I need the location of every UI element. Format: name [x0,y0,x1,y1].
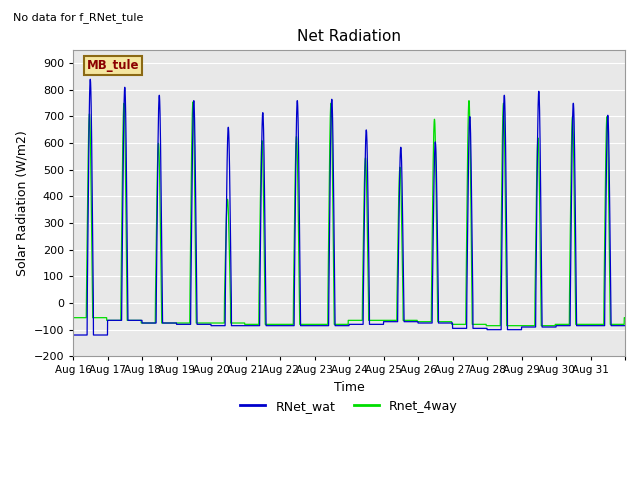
RNet_wat [184,322,191,327]
RNet_wat [370,322,378,327]
RNet_wat [86,76,94,82]
RNet_wat [528,324,536,330]
Rnet_4way [483,323,490,328]
Line: Rnet_4way: Rnet_4way [73,101,625,325]
Rnet_4way [528,323,536,328]
RNet_wat [69,332,77,338]
RNet_wat [542,324,550,330]
RNet_wat [500,93,508,99]
X-axis label: Time: Time [333,381,364,394]
Rnet_4way [184,320,191,326]
Rnet_4way [542,323,550,328]
Line: RNet_wat: RNet_wat [73,79,625,335]
Legend: RNet_wat, Rnet_4way: RNet_wat, Rnet_4way [236,395,463,418]
Title: Net Radiation: Net Radiation [297,29,401,44]
Rnet_4way [69,315,77,321]
Y-axis label: Solar Radiation (W/m2): Solar Radiation (W/m2) [15,130,28,276]
Rnet_4way [500,139,508,144]
Text: MB_tule: MB_tule [87,59,140,72]
RNet_wat [621,323,629,328]
RNet_wat [399,252,407,258]
Rnet_4way [369,317,377,323]
Rnet_4way [399,299,407,305]
Rnet_4way [465,98,473,104]
Rnet_4way [621,315,629,321]
Text: No data for f_RNet_tule: No data for f_RNet_tule [13,12,143,23]
